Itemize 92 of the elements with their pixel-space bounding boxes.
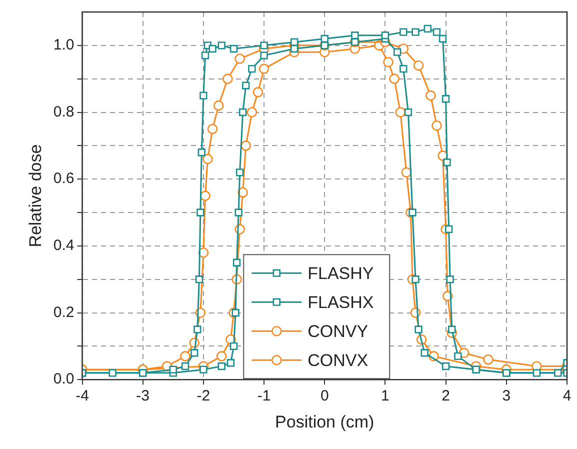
point	[412, 28, 420, 36]
point	[395, 107, 406, 118]
x-tick-label: 1	[381, 388, 390, 405]
y-tick-label: 0.2	[53, 304, 74, 321]
point	[446, 276, 454, 284]
point	[432, 120, 442, 131]
point	[351, 32, 359, 40]
legend-label: FLASHX	[308, 292, 374, 312]
legend-label: FLASHY	[308, 264, 374, 283]
point	[413, 60, 424, 71]
point	[194, 326, 202, 334]
point	[236, 168, 244, 176]
point	[454, 352, 462, 360]
point	[442, 362, 450, 370]
x-tick-label: 3	[502, 388, 511, 405]
point	[260, 42, 268, 50]
x-tick-label: -4	[76, 388, 89, 405]
point	[438, 34, 447, 43]
point	[394, 48, 402, 56]
point	[169, 366, 177, 374]
x-tick-label: -2	[196, 388, 210, 405]
point	[207, 124, 218, 134]
point	[226, 359, 235, 367]
point	[246, 107, 258, 118]
point	[320, 34, 328, 43]
point	[412, 276, 420, 284]
point	[230, 342, 238, 350]
point	[230, 44, 238, 53]
point	[234, 54, 245, 64]
point	[252, 87, 264, 98]
x-tick-label: -1	[257, 388, 271, 405]
point	[554, 369, 562, 377]
point	[198, 148, 206, 156]
x-tick-label: 4	[562, 388, 572, 405]
point	[181, 362, 190, 370]
point	[234, 208, 242, 216]
point	[381, 32, 390, 40]
point	[200, 92, 208, 100]
point	[202, 154, 213, 164]
y-tick-label: 0.6	[53, 170, 74, 188]
point	[483, 354, 494, 365]
point	[108, 369, 116, 377]
point	[248, 64, 256, 73]
point	[445, 225, 453, 234]
y-tick-label: 0.8	[53, 103, 74, 120]
y-tick-label: 0.0	[53, 370, 74, 388]
point	[218, 42, 226, 50]
legend-label: CONVX	[308, 350, 368, 370]
y-axis-title: Relative dose	[26, 144, 45, 248]
legend-label: CONVY	[308, 322, 368, 341]
x-tick-label: -3	[136, 388, 150, 405]
point	[190, 349, 198, 357]
point	[532, 369, 541, 377]
y-tick-label: 0.4	[53, 237, 74, 254]
x-tick-label: 0	[320, 388, 329, 405]
point	[196, 208, 204, 216]
point	[424, 24, 432, 33]
point	[218, 362, 226, 370]
point	[258, 64, 270, 74]
point	[200, 366, 208, 374]
point	[213, 100, 224, 111]
point	[216, 351, 227, 362]
point	[242, 82, 250, 90]
point	[180, 351, 190, 362]
point	[290, 38, 298, 46]
x-tick-label: 2	[442, 388, 450, 405]
point	[400, 64, 408, 73]
point	[404, 108, 412, 116]
point	[195, 276, 204, 284]
point	[420, 349, 428, 357]
y-tick-label: 1.0	[53, 36, 74, 54]
point	[408, 208, 416, 216]
point	[389, 74, 400, 84]
point	[442, 95, 450, 103]
point	[232, 308, 240, 317]
point	[200, 190, 210, 201]
point	[414, 326, 422, 334]
point	[443, 158, 451, 166]
point	[432, 28, 441, 36]
point	[426, 90, 436, 101]
point	[201, 52, 210, 60]
x-axis-title: Position (cm)	[275, 412, 374, 432]
point	[400, 28, 408, 36]
point	[383, 56, 394, 68]
point	[222, 74, 233, 84]
point	[232, 258, 241, 266]
point	[260, 52, 268, 60]
point	[208, 44, 216, 53]
point	[448, 326, 456, 334]
point	[240, 140, 252, 151]
point	[238, 108, 247, 116]
point	[401, 167, 412, 178]
